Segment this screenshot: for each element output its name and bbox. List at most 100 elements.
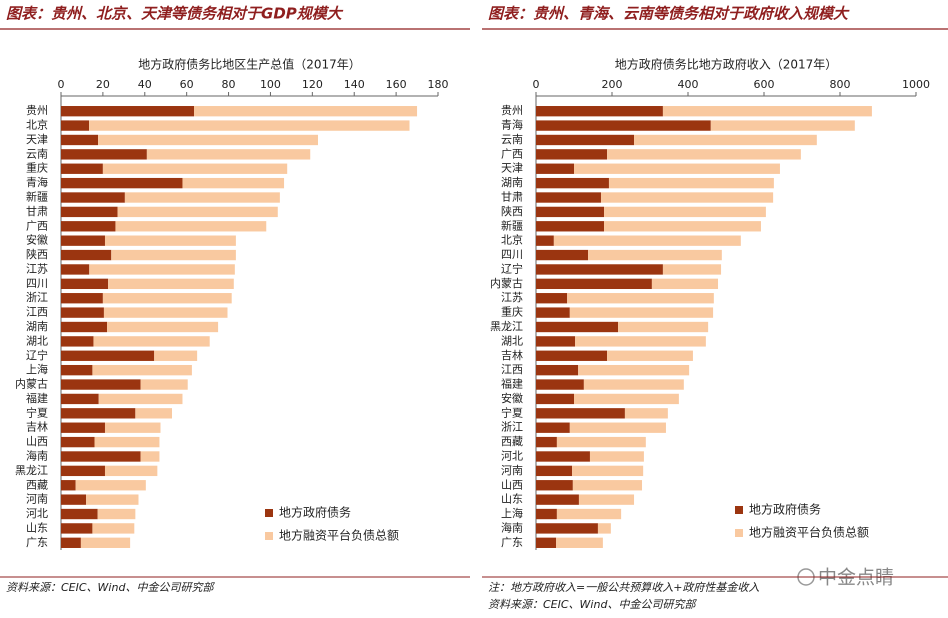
- bar-segment: [111, 249, 236, 261]
- bar-segment: [61, 264, 90, 275]
- bar-segment: [536, 293, 568, 304]
- y-tick-label: 陕西: [26, 247, 48, 261]
- bar-segment: [103, 307, 228, 318]
- bar-segment: [536, 264, 663, 275]
- y-tick-label: 山西: [501, 478, 523, 491]
- bar-segment: [572, 465, 644, 477]
- bar-segment: [61, 163, 103, 174]
- source-note: 资料来源：CEIC、Wind、中金公司研究部: [6, 581, 215, 594]
- bar-segment: [604, 221, 761, 232]
- y-tick-label: 福建: [501, 377, 523, 391]
- bar-segment: [75, 480, 146, 491]
- y-tick-label: 青海: [26, 175, 48, 189]
- bar-segment: [80, 537, 131, 548]
- bar-segment: [61, 350, 155, 361]
- legend-label: 地方政府债务: [279, 505, 351, 520]
- y-tick-label: 福建: [26, 391, 48, 405]
- y-tick-label: 北京: [26, 118, 48, 132]
- bar-segment: [86, 494, 139, 505]
- bar-segment: [567, 293, 714, 304]
- bar-segment: [553, 235, 741, 246]
- y-tick-label: 黑龙江: [15, 464, 48, 477]
- bar-segment: [556, 436, 646, 448]
- x-tick-label: 1000: [902, 78, 930, 91]
- bar-segment: [651, 278, 719, 290]
- source-note: 注：地方政府收入=一般公共预算收入+政府性基金收入: [488, 581, 759, 594]
- bar-segment: [600, 192, 774, 203]
- y-tick-label: 上海: [501, 506, 523, 520]
- y-tick-label: 宁夏: [501, 405, 523, 419]
- x-tick-label: 800: [830, 78, 851, 91]
- chart-title: 地方政府债务比地方政府收入（2017年）: [615, 57, 838, 72]
- y-tick-label: 山西: [26, 435, 48, 448]
- legend-label: 地方融资平台负债总额: [749, 525, 869, 540]
- bar-segment: [61, 364, 93, 376]
- bar-segment: [61, 537, 81, 548]
- bar-segment: [102, 293, 232, 304]
- bar-segment: [104, 235, 236, 246]
- bar-segment: [536, 436, 557, 448]
- y-tick-label: 河南: [26, 493, 48, 506]
- x-tick-label: 400: [678, 78, 699, 91]
- bar-segment: [117, 206, 278, 218]
- bar-segment: [102, 163, 288, 174]
- bar-segment: [193, 106, 418, 117]
- y-tick-label: 贵州: [501, 104, 523, 117]
- bar-segment: [607, 350, 693, 361]
- bar-segment: [61, 192, 125, 203]
- bar-segment: [94, 436, 160, 448]
- bar-segment: [89, 120, 410, 131]
- bar-segment: [662, 264, 722, 275]
- bar-segment: [61, 408, 136, 419]
- y-tick-label: 青海: [501, 118, 523, 132]
- y-tick-label: 四川: [26, 277, 48, 290]
- y-tick-label: 甘肃: [501, 191, 523, 204]
- bar-segment: [61, 307, 104, 318]
- bar-segment: [536, 106, 663, 117]
- bar-segment: [154, 350, 198, 361]
- bar-segment: [604, 206, 766, 218]
- bar-segment: [61, 221, 116, 232]
- y-tick-label: 江西: [26, 306, 48, 319]
- bar-segment: [572, 480, 643, 491]
- bar-segment: [569, 307, 714, 318]
- y-tick-label: 新疆: [501, 218, 523, 232]
- y-tick-label: 安徽: [501, 391, 523, 405]
- x-tick-label: 180: [428, 78, 449, 91]
- bar-segment: [61, 278, 109, 290]
- panel-header: 图表：贵州、青海、云南等债务相对于政府收入规模大: [488, 5, 850, 23]
- bar-segment: [536, 249, 589, 261]
- y-tick-label: 四川: [501, 248, 523, 261]
- bar-segment: [536, 149, 608, 160]
- legend-swatch: [265, 509, 273, 517]
- bar-segment: [536, 364, 579, 376]
- bar-segment: [140, 451, 160, 462]
- bar-segment: [61, 422, 105, 433]
- legend-label: 地方融资平台负债总额: [279, 528, 399, 543]
- panel-header: 图表：贵州、北京、天津等债务相对于GDP规模大: [6, 5, 344, 23]
- bar-segment: [536, 177, 609, 189]
- bar-segment: [634, 134, 817, 146]
- bar-segment: [140, 379, 188, 390]
- y-tick-label: 北京: [501, 233, 523, 247]
- source-note: 资料来源：CEIC、Wind、中金公司研究部: [488, 598, 697, 611]
- bar-segment: [588, 249, 722, 261]
- bar-segment: [61, 336, 94, 347]
- y-tick-label: 陕西: [501, 204, 523, 218]
- y-tick-label: 西藏: [501, 435, 523, 448]
- bar-segment: [589, 451, 644, 462]
- bar-segment: [61, 249, 112, 261]
- bar-segment: [536, 508, 557, 520]
- y-tick-label: 云南: [501, 133, 523, 146]
- y-tick-label: 新疆: [26, 190, 48, 204]
- bar-segment: [597, 523, 611, 534]
- bar-segment: [61, 106, 194, 117]
- bar-segment: [104, 465, 158, 477]
- bar-segment: [92, 523, 135, 534]
- bar-segment: [61, 293, 103, 304]
- bar-segment: [98, 134, 318, 146]
- bar-segment: [608, 177, 774, 189]
- bar-segment: [536, 235, 554, 246]
- bar-segment: [61, 451, 141, 462]
- y-tick-label: 江苏: [501, 291, 523, 304]
